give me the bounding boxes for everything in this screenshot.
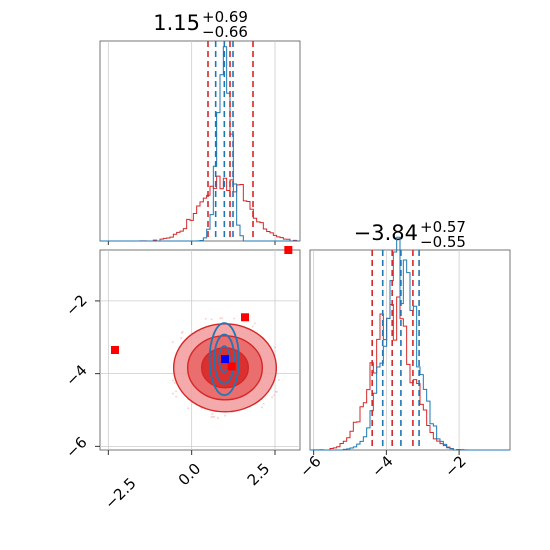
sample-point [187, 407, 190, 410]
sample-point [211, 413, 214, 415]
histogram-step [100, 175, 300, 242]
marker [284, 246, 293, 254]
param2-title-plus: +0.57 [420, 218, 466, 236]
hist1-frame [99, 40, 301, 242]
x1-tick-label: 0.0 [175, 460, 205, 490]
marker [227, 362, 236, 371]
sample-point [262, 402, 265, 405]
x1-tick-label: 2.5 [244, 460, 274, 490]
sample-point [216, 417, 219, 420]
hist2-frame [309, 249, 511, 451]
sample-point [253, 322, 256, 325]
sample-point [175, 390, 177, 393]
density-contour [208, 322, 240, 396]
density-contour [200, 347, 250, 389]
sample-point [233, 317, 235, 320]
marker [111, 346, 119, 354]
density-contour [213, 333, 236, 385]
density-contour [218, 345, 231, 373]
sample-point [261, 406, 263, 409]
param1-title-value: 1.15 [153, 11, 200, 35]
sample-point [180, 337, 182, 339]
joint-frame [99, 249, 301, 451]
sample-point [172, 379, 174, 382]
sample-point [173, 381, 176, 384]
x2-tick-label: −2 [441, 452, 469, 480]
x2-tick-label: −6 [296, 452, 324, 480]
x1-tick-label: −2.5 [101, 474, 139, 512]
sample-point [219, 317, 222, 320]
y2-tick-label: −4 [62, 361, 90, 389]
histogram-step [310, 236, 510, 451]
histogram-step [100, 46, 300, 242]
marker [221, 355, 229, 364]
histogram-step [310, 296, 510, 451]
sample-point [212, 416, 214, 418]
sample-point [251, 325, 254, 328]
sample-point [273, 394, 276, 397]
param1-title-minus: −0.66 [202, 23, 248, 41]
sample-point [221, 317, 224, 320]
y2-tick-label: −2 [62, 291, 90, 319]
sample-point [271, 396, 273, 399]
sample-point [172, 392, 174, 395]
sample-point [210, 416, 213, 418]
x2-tick-label: −4 [368, 452, 396, 480]
sample-point [181, 330, 184, 333]
sample-point [277, 379, 280, 381]
sample-point [171, 341, 174, 343]
y2-tick-label: −6 [62, 433, 90, 461]
sample-point [204, 317, 207, 320]
sample-point [274, 346, 277, 349]
marker [241, 313, 249, 322]
param1-title-plus: +0.69 [202, 8, 248, 26]
sample-point [175, 395, 178, 398]
param2-title-value: −3.84 [354, 221, 418, 245]
param2-title-minus: −0.55 [420, 233, 466, 251]
sample-point [224, 414, 226, 417]
sample-point [210, 318, 213, 321]
sample-point [274, 390, 277, 393]
